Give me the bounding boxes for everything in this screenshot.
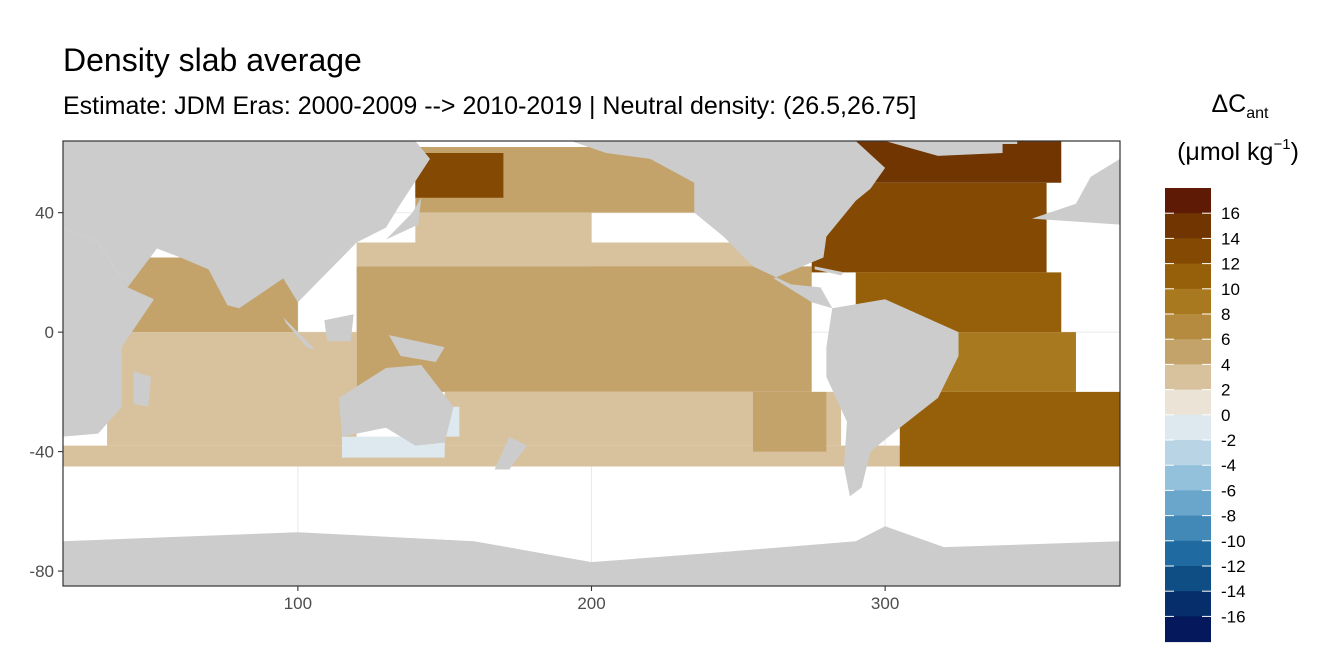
land-masses — [63, 141, 1120, 586]
legend-swatch — [1165, 490, 1211, 517]
legend-swatches — [1165, 188, 1211, 643]
y-tick-label: -40 — [29, 443, 54, 462]
x-axis: 100 200 300 — [284, 586, 899, 613]
chart-subtitle: Estimate: JDM Eras: 2000-2009 --> 2010-2… — [63, 92, 917, 120]
region-atlantic-south — [899, 391, 1120, 467]
legend-swatch — [1165, 440, 1211, 466]
x-tick-label: 100 — [284, 594, 312, 613]
legend-label: -6 — [1221, 481, 1236, 500]
land-new-guinea — [388, 335, 445, 363]
land-eurasia — [63, 141, 431, 309]
region-peru-upwelling — [752, 391, 827, 452]
land-australia — [338, 364, 454, 446]
legend-label: -14 — [1221, 582, 1246, 601]
legend-label: -2 — [1221, 431, 1236, 450]
legend-title-sub: ant — [1246, 105, 1269, 122]
legend-label: 10 — [1221, 280, 1240, 299]
legend-swatch — [1165, 288, 1211, 315]
region-south-pacific — [444, 391, 842, 446]
region-okhotsk-sea — [415, 152, 504, 198]
legend-label: -16 — [1221, 607, 1246, 626]
legend-swatch — [1165, 188, 1211, 214]
region-west-pacific-subtropical — [356, 242, 592, 267]
legend-swatch — [1165, 616, 1211, 643]
legend-swatch — [1165, 465, 1211, 491]
land-north-america — [570, 141, 886, 309]
legend-label: 6 — [1221, 330, 1230, 349]
y-axis: 40 0 -40 -80 — [29, 204, 63, 581]
legend-label: 0 — [1221, 406, 1230, 425]
legend-units: (μmol kg−1) — [1177, 136, 1299, 166]
land-madagascar — [133, 370, 152, 407]
legend-label: -12 — [1221, 557, 1246, 576]
chart-title: Density slab average — [63, 42, 362, 78]
legend-swatch — [1165, 515, 1211, 542]
region-pacific-equatorial — [356, 266, 812, 392]
legend-labels: 16 14 12 10 8 6 4 2 0 -2 -4 -6 -8 -10 -12 -14 -16 — [1221, 204, 1246, 626]
y-tick-label: -80 — [29, 562, 54, 581]
legend: ΔCant (μmol kg−1) 16 14 12 10 8 6 4 2 0 -2 -4 -6 -8 -… — [1165, 90, 1299, 643]
legend-swatch — [1165, 414, 1211, 441]
legend-label: 16 — [1221, 204, 1240, 223]
y-tick-label: 0 — [45, 323, 54, 342]
legend-label: -8 — [1221, 507, 1236, 526]
x-tick-label: 200 — [577, 594, 605, 613]
legend-swatch — [1165, 566, 1211, 592]
region-kuroshio-extension — [415, 212, 592, 243]
land-sumatra — [283, 317, 316, 351]
legend-swatch — [1165, 591, 1211, 617]
x-tick-label: 300 — [871, 594, 899, 613]
legend-title: ΔCant — [1211, 90, 1269, 122]
land-south-america — [826, 299, 959, 497]
region-east-pacific-north — [591, 242, 768, 273]
land-japan — [385, 197, 422, 240]
legend-swatch — [1165, 364, 1211, 391]
legend-units-main: (μmol kg — [1177, 138, 1273, 166]
region-atlantic-north — [811, 182, 1047, 273]
legend-units-sup: −1 — [1273, 136, 1290, 153]
land-antarctica — [63, 526, 1120, 586]
land-new-zealand — [494, 436, 527, 470]
legend-label: 8 — [1221, 305, 1230, 324]
legend-title-main: ΔC — [1211, 90, 1246, 118]
land-africa — [63, 227, 155, 437]
region-atlantic-subpolar — [855, 141, 1062, 183]
legend-swatch — [1165, 213, 1211, 239]
land-cuba — [814, 266, 845, 276]
legend-label: 4 — [1221, 355, 1230, 374]
legend-label: 2 — [1221, 381, 1230, 400]
legend-swatch — [1165, 263, 1211, 290]
legend-label: 12 — [1221, 255, 1240, 274]
legend-swatch — [1165, 540, 1211, 567]
y-tick-label: 40 — [35, 204, 54, 223]
land-iceland — [993, 141, 1018, 144]
map-panel — [62, 140, 1121, 587]
legend-label: 14 — [1221, 229, 1240, 248]
legend-swatch — [1165, 314, 1211, 340]
land-india — [203, 260, 263, 309]
legend-swatch — [1165, 238, 1211, 265]
region-indian-south — [107, 332, 357, 446]
land-borneo — [324, 314, 354, 342]
legend-label: -10 — [1221, 532, 1246, 551]
land-europe-west — [1031, 158, 1120, 225]
land-greenland — [885, 141, 1003, 156]
legend-swatch — [1165, 389, 1211, 416]
legend-units-close: ) — [1291, 138, 1299, 166]
legend-swatch — [1165, 339, 1211, 365]
legend-label: -4 — [1221, 456, 1236, 475]
